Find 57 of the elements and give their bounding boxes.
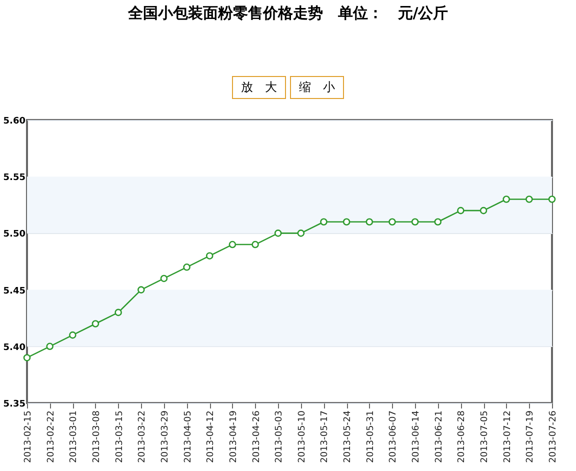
point xyxy=(434,218,442,226)
x-tick-label: 2013-05-24 xyxy=(343,410,354,463)
point xyxy=(23,354,31,362)
x-tick-label: 2013-03-29 xyxy=(160,410,170,463)
x-tick-label: 2013-03-15 xyxy=(114,410,125,463)
point xyxy=(388,218,396,226)
x-tick-label: 2013-04-12 xyxy=(206,410,216,463)
y-tick-label: 5.50 xyxy=(3,230,26,240)
point xyxy=(206,252,214,260)
point xyxy=(274,230,282,237)
point xyxy=(502,196,510,203)
x-tick-label: 2013-06-07 xyxy=(388,410,399,463)
point xyxy=(183,264,190,271)
x-tick-label: 2013-04-05 xyxy=(183,410,194,463)
x-tick-label: 2013-06-28 xyxy=(457,410,468,463)
point xyxy=(114,308,122,316)
point xyxy=(252,240,259,248)
point xyxy=(366,218,374,226)
x-tick-label: 2013-04-19 xyxy=(228,410,239,463)
x-tick-label: 2013-05-17 xyxy=(320,410,330,463)
point xyxy=(342,218,350,226)
x-tick-label: 2013-03-08 xyxy=(92,410,102,463)
zoom-in-button: 放 大 xyxy=(232,76,286,99)
x-tick-label: 2013-02-22 xyxy=(46,410,56,463)
point xyxy=(411,218,419,226)
point xyxy=(92,320,100,328)
x-tick-label: 2013-05-10 xyxy=(297,410,308,463)
point xyxy=(526,196,533,203)
point xyxy=(480,206,488,214)
x-tick-label: 2013-03-01 xyxy=(69,410,80,463)
x-tick-label: 2013-07-05 xyxy=(480,410,490,463)
x-tick-label: 2013-07-19 xyxy=(526,410,536,463)
x-tick-label: 2013-06-21 xyxy=(434,410,444,463)
x-tick-label: 2013-04-26 xyxy=(252,410,262,463)
zoom-out-button: 缩 小 xyxy=(290,76,344,99)
y-tick-label: 5.40 xyxy=(3,342,26,353)
point xyxy=(46,342,54,350)
x-tick-label: 2013-03-22 xyxy=(138,410,148,463)
x-tick-label: 2013-06-14 xyxy=(412,410,422,463)
x-tick-label: 2013-05-03 xyxy=(274,410,285,463)
point xyxy=(548,196,556,203)
point xyxy=(228,240,236,248)
point xyxy=(160,274,168,282)
x-tick-label: 2013-02-15 xyxy=(24,410,34,463)
point xyxy=(69,331,76,339)
y-tick-label: 5.60 xyxy=(3,116,26,126)
y-tick-label: 5.55 xyxy=(3,173,26,184)
y-tick-label: 5.35 xyxy=(3,400,26,410)
point xyxy=(297,230,305,237)
chart-title: 全国小包装面粉零售价格走势 单位： 元/公斤 xyxy=(126,4,450,23)
y-tick-label: 5.45 xyxy=(3,286,26,296)
x-tick-label: 2013-07-12 xyxy=(502,410,513,463)
point xyxy=(457,206,464,214)
point xyxy=(320,218,328,226)
point xyxy=(137,286,145,294)
x-tick-label: 2013-07-26 xyxy=(548,410,558,463)
x-tick-label: 2013-05-31 xyxy=(366,410,376,463)
